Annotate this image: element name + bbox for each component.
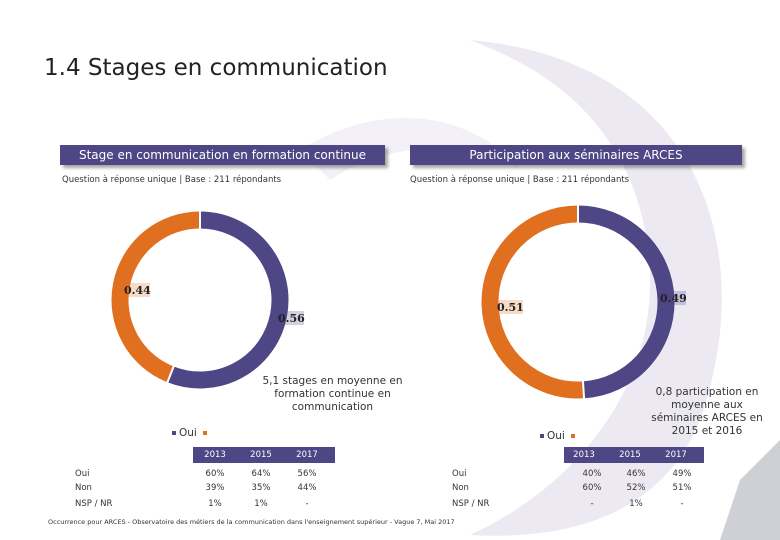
table-cell: 1% <box>254 499 268 509</box>
legend-swatch-icon <box>540 434 544 438</box>
right-panel-subtitle: Question à réponse unique | Base : 211 r… <box>410 175 630 185</box>
table-cell: 1% <box>208 499 222 509</box>
table-row-label: Oui <box>452 469 467 479</box>
slice-separator <box>166 365 175 384</box>
table-year-header: 2013 <box>204 450 226 460</box>
data-label-background <box>658 291 686 305</box>
table-row: Oui 60% 64% 56% <box>75 469 335 483</box>
table-row-label: Oui <box>75 469 90 479</box>
left-callout: 5,1 stages en moyenne en formation conti… <box>262 375 403 413</box>
table-year-header: 2013 <box>573 450 595 460</box>
donut-slice-oui <box>577 205 675 399</box>
table-row-label: NSP / NR <box>452 499 490 509</box>
table-cell: 40% <box>582 469 602 479</box>
legend-swatch-icon <box>570 434 575 438</box>
data-label-background <box>495 300 523 314</box>
donut-data-label: 0.44 <box>124 284 151 297</box>
table-row-label: Non <box>75 483 92 493</box>
left-panel-subtitle: Question à réponse unique | Base : 211 r… <box>62 175 282 185</box>
table-year-header: 2015 <box>250 450 272 460</box>
table-row: NSP / NR 1% 1% - <box>75 499 335 513</box>
donut-slice-non <box>111 211 201 383</box>
table-cell: 35% <box>251 483 271 493</box>
table-cell: 39% <box>205 483 225 493</box>
table-header: 2013 2015 2017 <box>564 447 704 463</box>
right-panel-banner: Participation aux séminaires ARCES <box>410 145 742 165</box>
table-cell: 1% <box>629 499 643 509</box>
table-row-label: Non <box>452 483 469 493</box>
table-cell: 51% <box>672 483 692 493</box>
table-year-header: 2015 <box>619 450 641 460</box>
legend-swatch-icon <box>202 431 207 435</box>
table-row: Non 60% 52% 51% <box>452 483 704 497</box>
left-panel-banner: Stage en communication en formation cont… <box>60 145 385 165</box>
right-legend-label: Oui <box>547 430 565 442</box>
table-cell: - <box>590 499 594 509</box>
table-cell: 60% <box>205 469 225 479</box>
slice-separator <box>581 380 586 400</box>
table-year-header: 2017 <box>296 450 318 460</box>
table-row: NSP / NR - 1% - <box>452 499 704 513</box>
slide-title: 1.4 Stages en communication <box>44 55 388 81</box>
left-legend: Oui <box>172 427 210 439</box>
table-cell: 64% <box>251 469 271 479</box>
donut-data-label: 0.51 <box>497 301 524 314</box>
table-cell: 44% <box>297 483 317 493</box>
table-header: 2013 2015 2017 <box>193 447 335 463</box>
legend-swatch-icon <box>172 431 176 435</box>
table-cell: 49% <box>672 469 692 479</box>
donut-slice-non <box>481 205 585 399</box>
left-legend-label: Oui <box>179 427 197 439</box>
data-label-background <box>276 311 304 325</box>
table-year-header: 2017 <box>665 450 687 460</box>
table-cell: 52% <box>626 483 646 493</box>
donut-slice-oui <box>167 211 289 389</box>
right-callout: 0,8 participation en moyenne aux séminai… <box>651 386 763 437</box>
table-row-label: NSP / NR <box>75 499 113 509</box>
right-legend: Oui <box>540 430 578 442</box>
data-label-background <box>122 283 150 297</box>
table-cell: 46% <box>626 469 646 479</box>
donut-data-label: 0.49 <box>660 292 687 305</box>
table-row: Oui 40% 46% 49% <box>452 469 704 483</box>
table-cell: 56% <box>297 469 317 479</box>
source-footnote: Occurrence pour ARCES - Observatoire des… <box>48 518 455 526</box>
table-cell: - <box>305 499 309 509</box>
donut-data-label: 0.56 <box>278 312 305 325</box>
table-row: Non 39% 35% 44% <box>75 483 335 497</box>
table-cell: 60% <box>582 483 602 493</box>
table-cell: - <box>680 499 684 509</box>
